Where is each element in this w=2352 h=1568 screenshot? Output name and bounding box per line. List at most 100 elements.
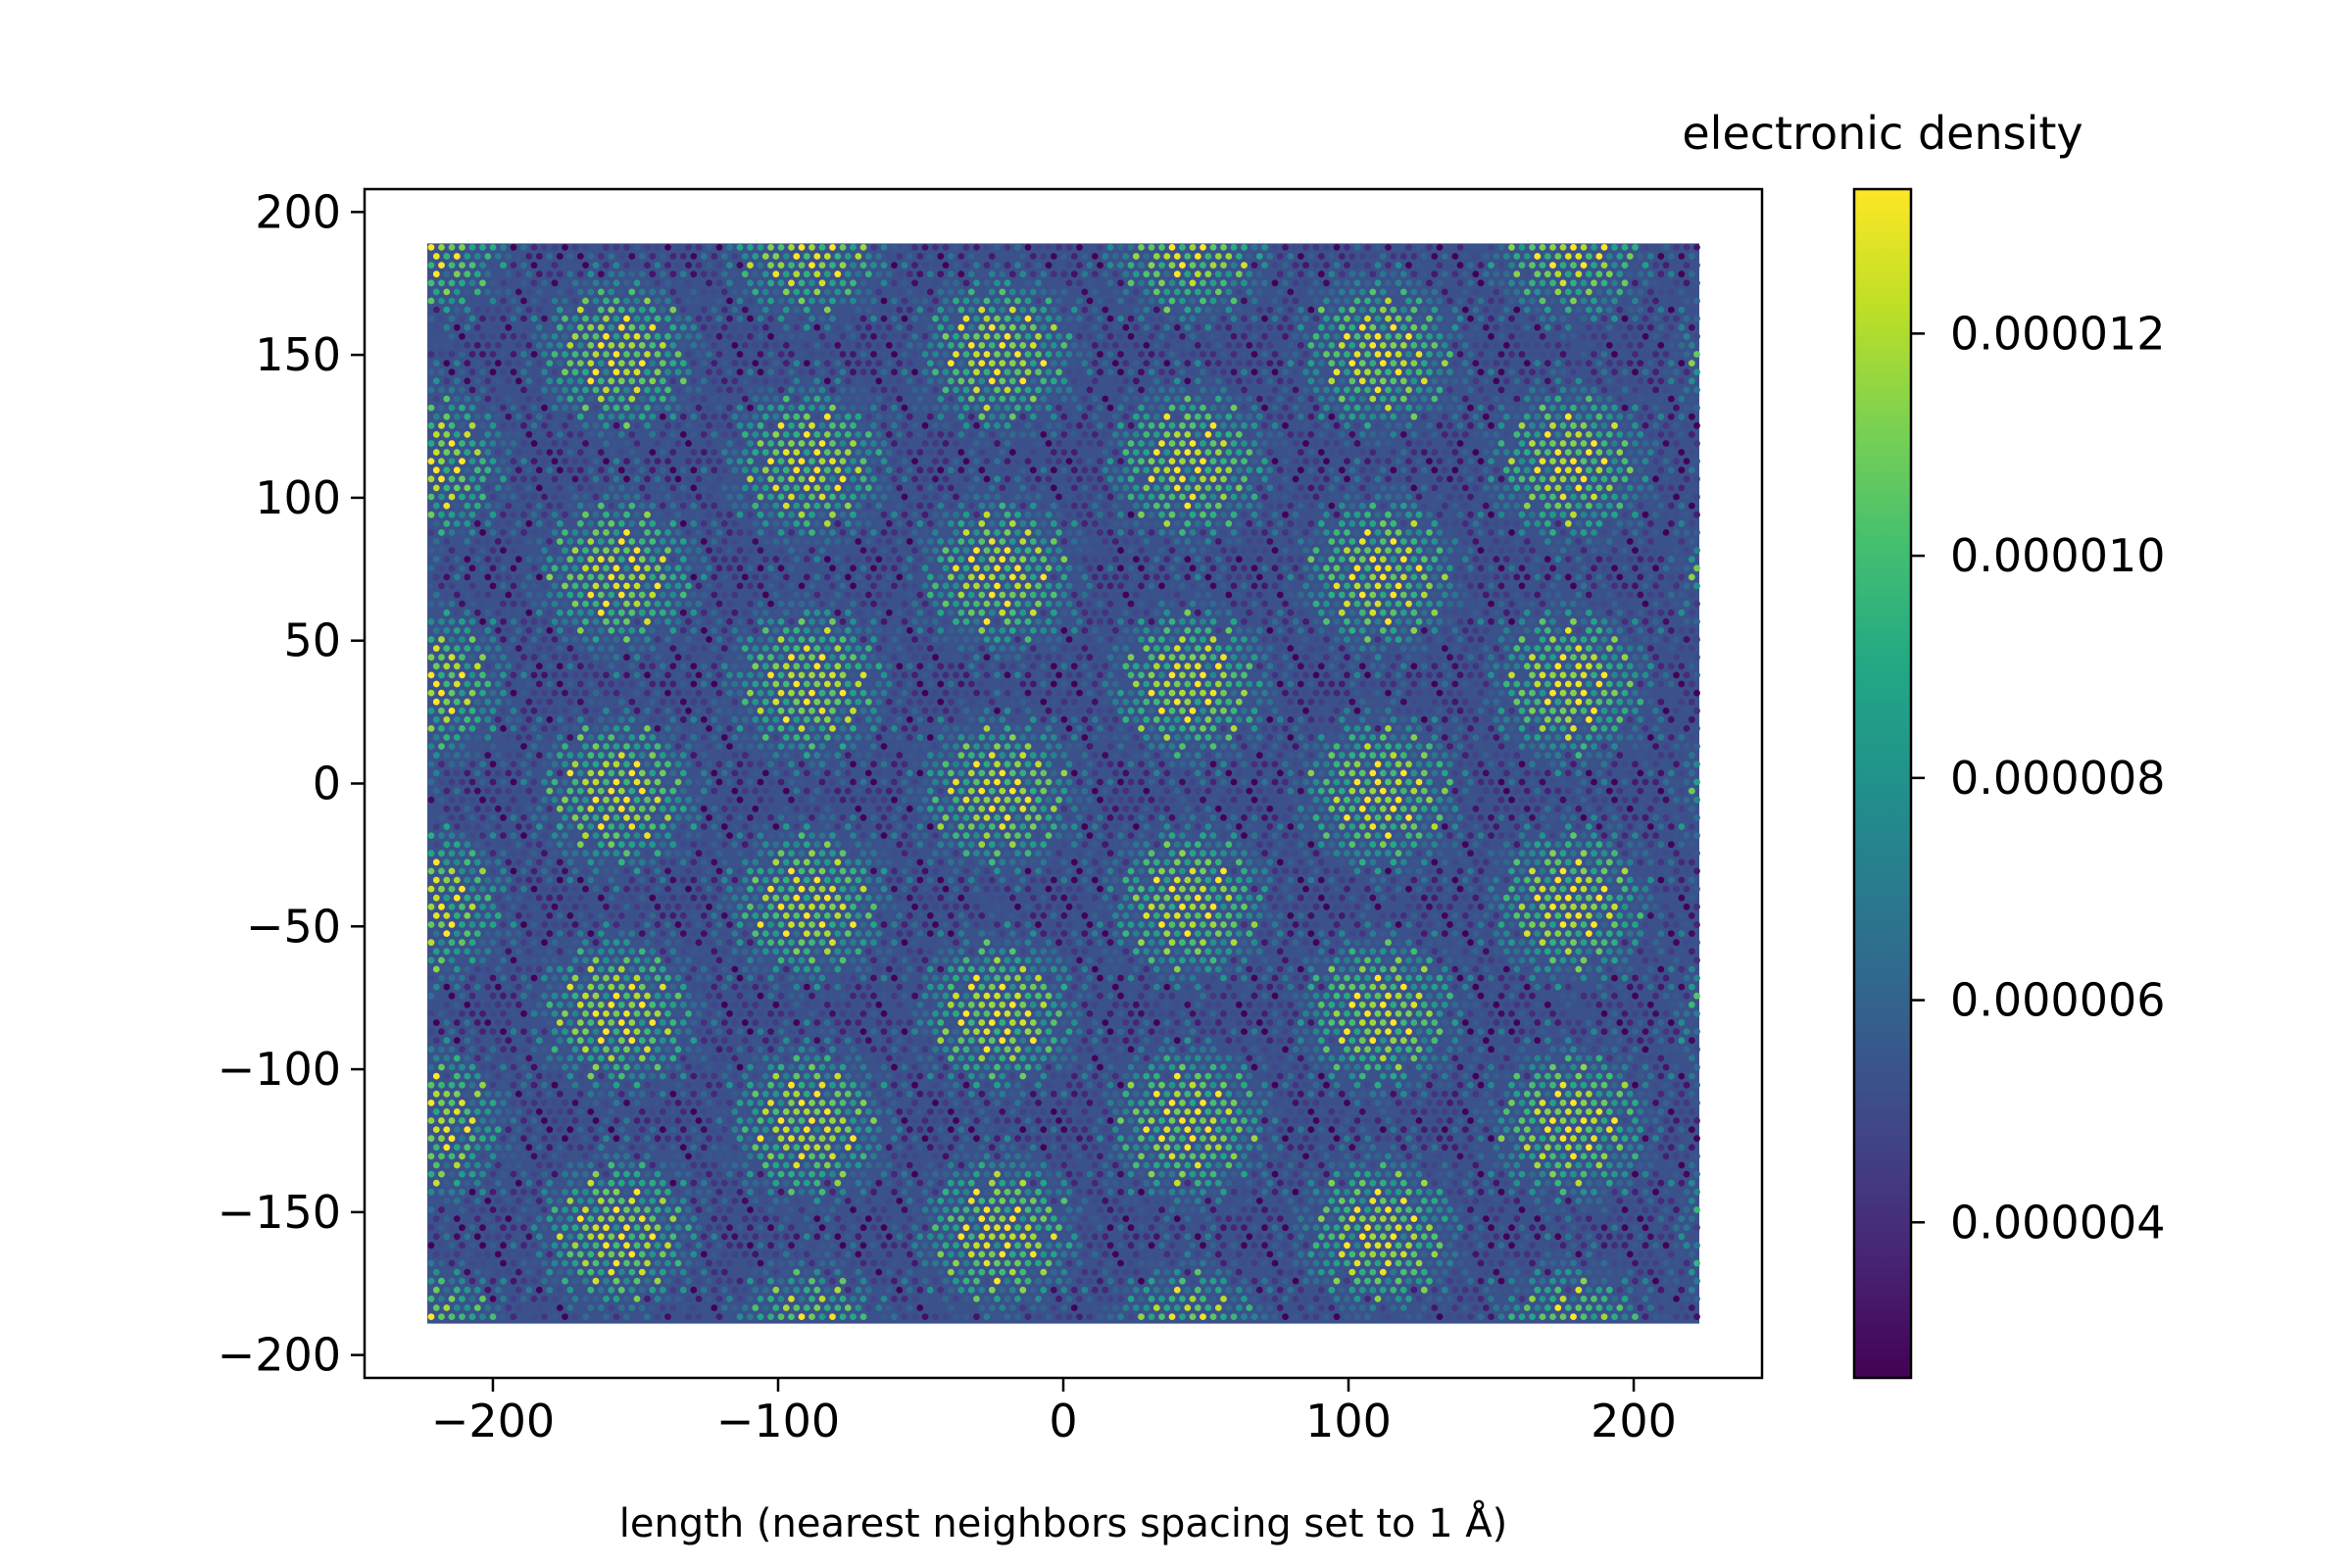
density-site xyxy=(582,475,589,483)
density-site xyxy=(896,253,904,260)
density-site xyxy=(1626,466,1634,474)
density-site xyxy=(700,538,708,545)
density-site xyxy=(726,529,733,536)
density-site xyxy=(726,458,733,465)
density-site xyxy=(973,511,980,518)
density-site xyxy=(510,332,517,340)
density-site xyxy=(1564,502,1572,510)
density-site xyxy=(916,538,924,545)
density-site xyxy=(535,253,543,260)
density-site xyxy=(1209,529,1217,536)
density-site xyxy=(1008,466,1016,474)
density-site xyxy=(777,315,785,322)
density-site xyxy=(1276,323,1284,331)
density-site xyxy=(1575,413,1583,420)
density-site xyxy=(1065,511,1073,518)
density-site xyxy=(1065,351,1073,358)
density-site xyxy=(484,395,492,403)
density-site xyxy=(484,342,492,349)
density-site xyxy=(901,475,908,483)
density-site xyxy=(592,351,600,358)
density-site xyxy=(947,449,955,456)
density-site xyxy=(603,458,610,465)
density-site xyxy=(1477,493,1485,501)
density-site xyxy=(747,315,754,322)
density-site xyxy=(891,511,898,518)
density-site xyxy=(514,323,522,331)
density-site xyxy=(1415,564,1423,572)
density-site xyxy=(432,573,440,581)
density-site xyxy=(1534,377,1542,385)
density-site xyxy=(468,279,476,287)
density-site xyxy=(473,502,481,510)
density-site xyxy=(1117,493,1124,501)
density-site xyxy=(916,342,924,349)
density-site xyxy=(685,564,692,572)
density-site xyxy=(597,449,605,456)
density-site xyxy=(710,253,718,260)
density-site xyxy=(500,529,507,536)
density-site xyxy=(1070,306,1078,314)
density-site xyxy=(1446,564,1453,572)
density-site xyxy=(1461,288,1469,296)
density-site xyxy=(901,351,908,358)
density-site xyxy=(1276,253,1284,260)
density-site xyxy=(1549,368,1556,376)
density-site xyxy=(720,502,728,510)
density-site xyxy=(700,395,708,403)
density-site xyxy=(1122,270,1130,278)
density-site xyxy=(1395,386,1402,394)
density-site xyxy=(1127,332,1135,340)
density-site xyxy=(1076,493,1083,501)
density-site xyxy=(1482,253,1490,260)
density-site xyxy=(916,360,924,367)
density-site xyxy=(1292,564,1299,572)
density-site xyxy=(592,493,600,501)
density-site xyxy=(479,493,486,501)
density-site xyxy=(839,600,847,608)
density-site xyxy=(1055,458,1062,465)
density-site xyxy=(628,591,636,599)
density-site xyxy=(829,475,836,483)
density-site xyxy=(1307,484,1315,492)
density-site xyxy=(1461,413,1469,420)
density-site xyxy=(829,262,836,269)
density-site xyxy=(726,315,733,322)
density-site xyxy=(1508,440,1515,447)
density-site xyxy=(793,342,801,349)
density-site xyxy=(1014,421,1021,429)
density-site xyxy=(494,519,502,527)
density-site xyxy=(1461,519,1469,527)
density-site xyxy=(747,511,754,518)
density-site xyxy=(633,332,641,340)
density-site xyxy=(510,440,517,447)
density-site xyxy=(1688,253,1695,260)
density-site xyxy=(1385,440,1392,447)
density-site xyxy=(1632,297,1639,305)
density-site xyxy=(962,386,970,394)
density-site xyxy=(432,466,440,474)
density-site xyxy=(1266,449,1274,456)
density-site xyxy=(597,395,605,403)
density-site xyxy=(664,600,671,608)
density-site xyxy=(834,323,842,331)
density-site xyxy=(1467,529,1474,536)
density-site xyxy=(1657,253,1665,260)
density-site xyxy=(1282,404,1289,412)
density-site xyxy=(1616,591,1624,599)
density-site xyxy=(1441,484,1448,492)
density-site xyxy=(685,279,692,287)
density-site xyxy=(489,458,497,465)
density-site xyxy=(1230,332,1238,340)
density-site xyxy=(592,297,600,305)
density-site xyxy=(690,573,698,581)
density-site xyxy=(1369,253,1377,260)
density-site xyxy=(1399,288,1407,296)
density-site xyxy=(962,600,970,608)
density-site xyxy=(757,368,764,376)
density-site xyxy=(1539,493,1546,501)
density-site xyxy=(1225,270,1233,278)
density-site xyxy=(1399,413,1407,420)
density-site xyxy=(1374,421,1382,429)
density-site xyxy=(1529,421,1536,429)
